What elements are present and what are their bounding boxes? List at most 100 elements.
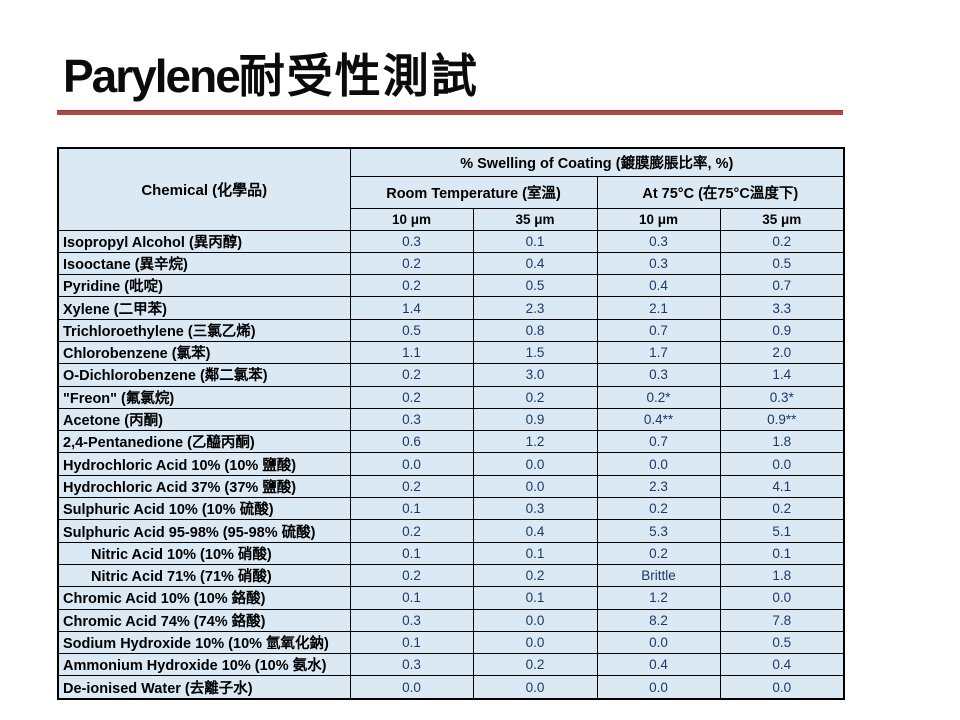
value-cell-rt-10um: 0.1	[349, 630, 474, 655]
chemical-name-cell: Chlorobenzene (氯苯)	[57, 340, 351, 365]
value-cell-rt-35um: 0.3	[472, 497, 598, 521]
value-cell-rt-35um: 0.2	[472, 653, 598, 677]
page-title-chinese: 耐受性測試	[238, 50, 479, 102]
value-cell-rt-35um: 0.0	[472, 630, 598, 655]
column-header-75c-10um: 10 μm	[596, 207, 721, 231]
value-cell-rt-10um: 0.3	[349, 653, 474, 677]
header-row-temperature: Room Temperature (室溫) At 75°C (在75°C溫度下)	[58, 175, 845, 209]
value-cell-rt-10um: 1.4	[349, 296, 474, 320]
value-cell-75c-35um: 0.0	[719, 586, 845, 610]
value-cell-rt-35um: 0.1	[472, 229, 598, 253]
value-cell-75c-10um: 0.2	[596, 497, 721, 521]
header-row-swelling: Chemical (化學品) % Swelling of Coating (鍍膜…	[57, 147, 845, 231]
value-cell-75c-10um: 0.7	[596, 430, 721, 454]
value-cell-rt-10um: 0.2	[349, 274, 474, 298]
column-header-75c-35um: 35 μm	[719, 207, 845, 231]
table-row: Trichloroethylene (三氯乙烯) 0.5 0.8 0.7 0.9	[57, 318, 845, 342]
value-cell-75c-10um: 0.7	[596, 318, 721, 342]
table-row: Xylene (二甲苯) 1.4 2.3 2.1 3.3	[57, 296, 845, 320]
value-cell-75c-35um: 4.1	[719, 474, 845, 499]
chemical-name-cell: Chromic Acid 10% (10% 鉻酸)	[57, 586, 351, 610]
table-row: O-Dichlorobenzene (鄰二氯苯) 0.2 3.0 0.3 1.4	[57, 363, 845, 387]
chemical-name-cell: Ammonium Hydroxide 10% (10% 氨水)	[57, 653, 351, 677]
value-cell-rt-35um: 2.3	[472, 296, 598, 320]
value-cell-rt-10um: 0.2	[349, 251, 474, 276]
value-cell-rt-10um: 0.3	[349, 407, 474, 432]
value-cell-rt-35um: 0.0	[472, 675, 598, 700]
value-cell-75c-35um: 0.7	[719, 274, 845, 298]
table-row: De-ionised Water (去離子水) 0.0 0.0 0.0 0.0	[57, 675, 845, 700]
value-cell-75c-10um: 2.3	[596, 474, 721, 499]
value-cell-75c-35um: 0.9**	[719, 407, 845, 432]
value-cell-75c-35um: 0.1	[719, 541, 845, 565]
value-cell-rt-10um: 0.0	[349, 452, 474, 476]
value-cell-rt-10um: 0.2	[349, 363, 474, 387]
value-cell-75c-10um: 5.3	[596, 519, 721, 543]
value-cell-rt-35um: 0.2	[472, 563, 598, 588]
table-row: Sulphuric Acid 10% (10% 硫酸) 0.1 0.3 0.2 …	[57, 497, 845, 521]
chemical-name-cell: Sodium Hydroxide 10% (10% 氫氧化鈉)	[57, 630, 351, 655]
value-cell-75c-10um: 0.4	[596, 274, 721, 298]
value-cell-rt-35um: 0.0	[472, 608, 598, 632]
value-cell-rt-35um: 0.8	[472, 318, 598, 342]
value-cell-75c-35um: 3.3	[719, 296, 845, 320]
table-header: Chemical (化學品) % Swelling of Coating (鍍膜…	[57, 147, 845, 231]
header-row-thickness: 10 μm 35 μm 10 μm 35 μm	[58, 207, 845, 231]
value-cell-rt-10um: 0.1	[349, 586, 474, 610]
value-cell-rt-35um: 1.5	[472, 340, 598, 365]
value-cell-75c-35um: 7.8	[719, 608, 845, 632]
table-row: Hydrochloric Acid 10% (10% 鹽酸) 0.0 0.0 0…	[57, 452, 845, 476]
chemical-name-cell: Xylene (二甲苯)	[57, 296, 351, 320]
value-cell-rt-10um: 0.2	[349, 563, 474, 588]
value-cell-75c-10um: 8.2	[596, 608, 721, 632]
value-cell-75c-35um: 0.3*	[719, 385, 845, 409]
chemical-name-cell: Acetone (丙酮)	[57, 407, 351, 432]
table-row: 2,4-Pentanedione (乙醯丙酮) 0.6 1.2 0.7 1.8	[57, 430, 845, 454]
value-cell-75c-10um: 0.3	[596, 251, 721, 276]
table-row: Hydrochloric Acid 37% (37% 鹽酸) 0.2 0.0 2…	[57, 474, 845, 499]
title-underline	[57, 110, 843, 115]
value-cell-75c-35um: 0.2	[719, 229, 845, 253]
value-cell-rt-10um: 0.5	[349, 318, 474, 342]
value-cell-75c-35um: 1.8	[719, 563, 845, 588]
table-row: Chromic Acid 74% (74% 鉻酸) 0.3 0.0 8.2 7.…	[57, 608, 845, 632]
chemical-name-cell: Chromic Acid 74% (74% 鉻酸)	[57, 608, 351, 632]
value-cell-75c-10um: 0.3	[596, 229, 721, 253]
table-row: Sulphuric Acid 95-98% (95-98% 硫酸) 0.2 0.…	[57, 519, 845, 543]
column-header-rt-35um: 35 μm	[472, 207, 598, 231]
value-cell-rt-35um: 0.2	[472, 385, 598, 409]
column-header-rt-10um: 10 μm	[349, 207, 474, 231]
table-row: Isooctane (異辛烷) 0.2 0.4 0.3 0.5	[57, 251, 845, 276]
value-cell-75c-10um: 2.1	[596, 296, 721, 320]
value-cell-rt-10um: 0.0	[349, 675, 474, 700]
value-cell-rt-35um: 0.4	[472, 519, 598, 543]
table-row: Acetone (丙酮) 0.3 0.9 0.4** 0.9**	[57, 407, 845, 432]
value-cell-75c-35um: 2.0	[719, 340, 845, 365]
value-cell-75c-10um: Brittle	[596, 563, 721, 588]
value-cell-rt-35um: 0.4	[472, 251, 598, 276]
value-cell-rt-10um: 0.1	[349, 541, 474, 565]
column-header-swelling: % Swelling of Coating (鍍膜膨脹比率, %)	[349, 147, 845, 177]
value-cell-75c-35um: 1.4	[719, 363, 845, 387]
value-cell-75c-35um: 0.5	[719, 251, 845, 276]
value-cell-rt-10um: 0.2	[349, 519, 474, 543]
value-cell-rt-35um: 0.0	[472, 452, 598, 476]
column-header-chemical: Chemical (化學品)	[57, 147, 351, 231]
value-cell-rt-35um: 0.9	[472, 407, 598, 432]
chemical-name-cell: Isooctane (異辛烷)	[57, 251, 351, 276]
table-row: Nitric Acid 71% (71% 硝酸) 0.2 0.2 Brittle…	[57, 563, 845, 588]
value-cell-75c-10um: 0.0	[596, 675, 721, 700]
value-cell-75c-35um: 0.0	[719, 452, 845, 476]
value-cell-rt-35um: 0.5	[472, 274, 598, 298]
chemical-name-cell: De-ionised Water (去離子水)	[57, 675, 351, 700]
value-cell-rt-35um: 1.2	[472, 430, 598, 454]
value-cell-75c-10um: 0.2*	[596, 385, 721, 409]
table-row: Sodium Hydroxide 10% (10% 氫氧化鈉) 0.1 0.0 …	[57, 630, 845, 655]
table-row: Pyridine (吡啶) 0.2 0.5 0.4 0.7	[57, 274, 845, 298]
chemical-name-cell: Nitric Acid 71% (71% 硝酸)	[57, 563, 351, 588]
table-row: Ammonium Hydroxide 10% (10% 氨水) 0.3 0.2 …	[57, 653, 845, 677]
chemical-name-cell: Trichloroethylene (三氯乙烯)	[57, 318, 351, 342]
table-row: Nitric Acid 10% (10% 硝酸) 0.1 0.1 0.2 0.1	[57, 541, 845, 565]
value-cell-75c-10um: 1.7	[596, 340, 721, 365]
